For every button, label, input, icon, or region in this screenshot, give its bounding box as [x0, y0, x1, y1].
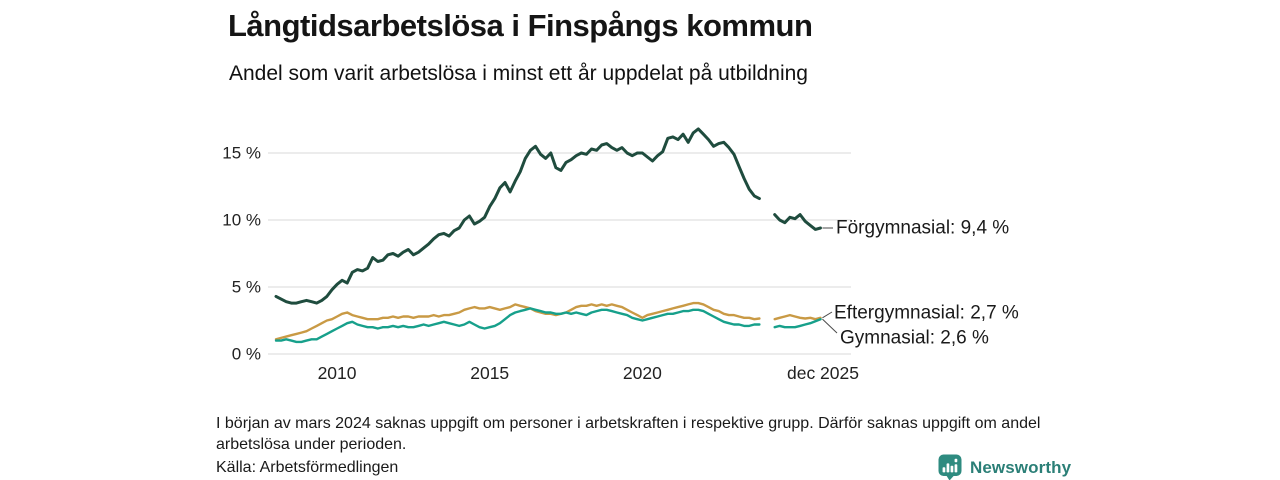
series-end-label-gymnasial: Gymnasial: 2,6 % — [840, 328, 989, 349]
chart-subtitle: Andel som varit arbetslösa i minst ett å… — [229, 62, 808, 85]
x-axis-tick-label: 2015 — [470, 363, 509, 383]
y-axis-tick-label: 0 % — [232, 345, 261, 364]
y-axis-tick-label: 10 % — [222, 211, 261, 230]
label-connector — [822, 311, 833, 319]
series-line-gymnasial — [274, 307, 822, 344]
newsworthy-logo: Newsworthy — [938, 454, 1071, 480]
x-axis-tick-label: 2010 — [318, 363, 357, 383]
y-axis-tick-label: 5 % — [232, 278, 261, 297]
series-end-label-förgymnasial: Förgymnasial: 9,4 % — [836, 218, 1009, 239]
footnote: I början av mars 2024 saknas uppgift om … — [216, 415, 1041, 453]
newsworthy-wordmark: Newsworthy — [970, 457, 1072, 477]
series-end-label-eftergymnasial: Eftergymnasial: 2,7 % — [834, 303, 1019, 324]
label-connector — [822, 318, 838, 334]
chart-title: Långtidsarbetslösa i Finspångs kommun — [228, 8, 813, 43]
x-axis-tick-label: 2020 — [623, 363, 662, 383]
y-axis-tick-label: 15 % — [222, 144, 261, 163]
series-line-förgymnasial — [274, 127, 822, 305]
x-axis-tick-label: dec 2025 — [787, 363, 859, 383]
newsworthy-icon — [938, 454, 962, 480]
source-label: Källa: Arbetsförmedlingen — [216, 459, 399, 476]
series-line-eftergymnasial — [274, 301, 822, 341]
